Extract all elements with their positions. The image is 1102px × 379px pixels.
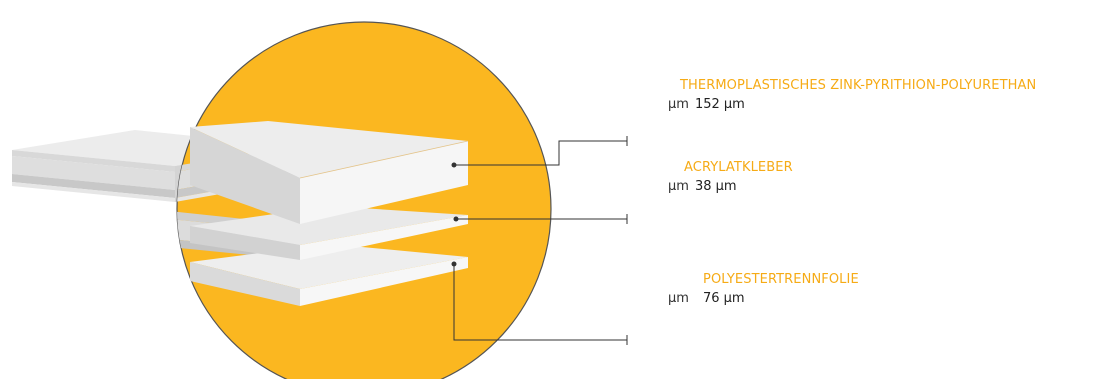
layer-name-acrylic: ACRYLATKLEBER <box>684 160 793 175</box>
leader-line-top <box>454 140 627 166</box>
layer-polyester-liner <box>190 244 468 306</box>
leader-line-bottom <box>453 264 627 341</box>
unit-glyph-acrylic: µm <box>668 179 689 194</box>
thickness-acrylic: 38 µm <box>694 179 737 194</box>
layer-label-thermoplastic: THERMOPLASTISCHES ZINK-PYRITHION-POLYURE… <box>680 78 1036 93</box>
layer-value-thermoplastic: µm 152 µm <box>668 96 745 112</box>
thickness-thermoplastic: 152 µm <box>694 97 745 112</box>
thickness-polyester: 76 µm <box>702 291 745 306</box>
layer-acrylic-adhesive <box>190 206 468 260</box>
layer-name-thermoplastic: THERMOPLASTISCHES ZINK-PYRITHION-POLYURE… <box>680 78 1037 93</box>
layer-label-acrylic: ACRYLATKLEBER <box>684 160 793 175</box>
unit-glyph-polyester: µm <box>668 291 689 306</box>
layer-thermoplastic-pu <box>190 121 469 224</box>
layer-value-polyester: µm 76 µm <box>668 290 745 306</box>
layer-name-polyester: POLYESTERTRENNFOLIE <box>703 272 859 287</box>
layer-value-acrylic: µm 38 µm <box>668 178 737 194</box>
unit-glyph-thermoplastic: µm <box>668 97 689 112</box>
layer-label-polyester: POLYESTERTRENNFOLIE <box>703 272 859 287</box>
